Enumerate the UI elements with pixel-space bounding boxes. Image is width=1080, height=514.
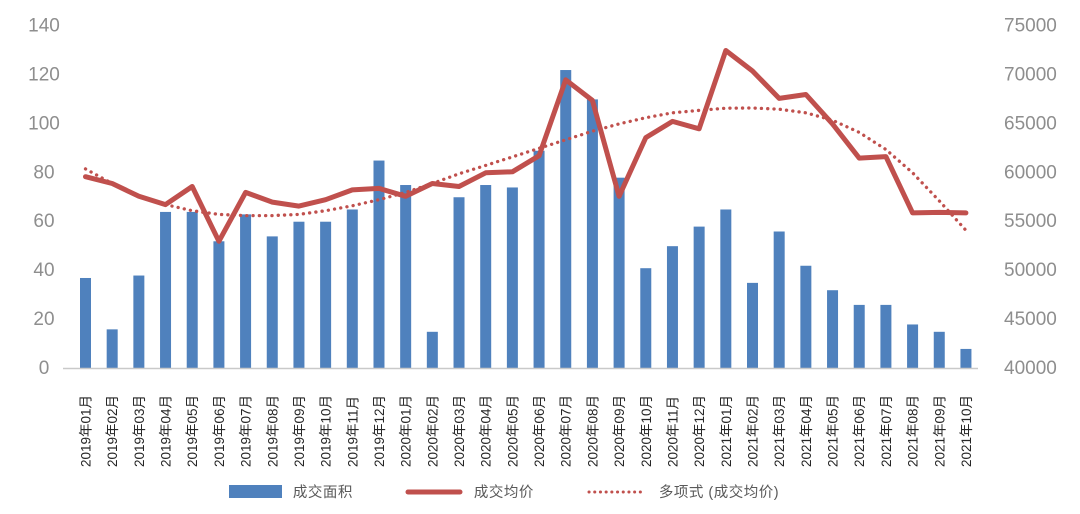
area-bar (346, 209, 358, 369)
x-axis-label: 2020年03月 (452, 395, 467, 467)
y-axis-left-tick-label: 140 (28, 16, 60, 37)
area-bar (747, 282, 758, 369)
x-axis-label: 2021年01月 (719, 395, 734, 467)
x-axis-label: 2019年11月 (345, 396, 360, 467)
chart-area: 0 20 40 60 80 100 120 140 40000 45000 50000 55000 60… (28, 16, 1057, 468)
combo-chart: 0 20 40 60 80 100 120 140 40000 45000 50000 55000 60… (28, 16, 1057, 468)
y-axis-right-tick-label: 55000 (1004, 211, 1057, 232)
x-axis-label: 2020年12月 (692, 395, 707, 467)
x-axis-label: 2019年01月 (79, 395, 94, 467)
x-axis-label: 2021年06月 (852, 395, 867, 467)
area-bar (586, 99, 598, 369)
x-axis-label: 2020年01月 (399, 395, 414, 467)
y-axis-left-tick-label: 60 (33, 211, 54, 232)
x-axis-label: 2019年10月 (319, 395, 334, 467)
area-bar (560, 70, 572, 369)
x-axis-label: 2021年03月 (772, 395, 787, 467)
x-axis-label: 2020年09月 (612, 395, 627, 467)
area-bar (907, 324, 919, 369)
area-bar (960, 348, 972, 369)
area-bar (693, 226, 705, 369)
legend-label-price: 成交均价 (473, 485, 534, 501)
x-axis-label: 2021年08月 (906, 395, 921, 467)
y-axis-right-tick-label: 45000 (1004, 309, 1057, 330)
legend-line-swatch-icon (405, 489, 463, 494)
x-axis-label: 2019年09月 (292, 395, 307, 467)
x-axis-label: 2019年06月 (212, 395, 227, 467)
area-bar (106, 329, 118, 369)
x-axis-label: 2020年02月 (425, 395, 440, 467)
area-bar (266, 236, 278, 369)
x-axis-label: 2020年04月 (479, 395, 494, 467)
area-bar (213, 241, 225, 369)
legend-bar-swatch-icon (228, 485, 282, 498)
x-axis-label: 2021年10月 (959, 395, 974, 467)
chart-legend: 成交面积 成交均价 多项式 (成交均价) (0, 481, 1080, 502)
area-bar (533, 150, 545, 369)
area-bar (933, 331, 945, 369)
x-axis-label: 2019年05月 (185, 395, 200, 467)
price-line (83, 48, 969, 244)
x-axis-label: 2019年02月 (105, 395, 120, 467)
area-bar (853, 304, 865, 369)
area-bar (133, 275, 145, 369)
legend-item-area: 成交面积 (228, 481, 353, 502)
y-axis-right-tick-label: 75000 (1004, 16, 1057, 37)
area-bar (186, 211, 198, 369)
y-axis-right-tick-label: 50000 (1004, 260, 1057, 281)
x-axis-label: 2020年06月 (532, 395, 547, 467)
x-axis-label: 2019年12月 (372, 395, 387, 467)
area-bar (640, 268, 652, 369)
x-axis-label: 2021年04月 (799, 395, 814, 467)
x-axis-label: 2020年10月 (639, 395, 654, 467)
x-axis-label: 2021年09月 (932, 395, 947, 467)
x-axis-label: 2019年03月 (132, 395, 147, 467)
y-axis-right-tick-label: 65000 (1004, 113, 1057, 134)
y-axis-left-tick-label: 0 (39, 358, 50, 379)
y-axis-left-tick-label: 20 (33, 309, 54, 330)
y-axis-right-tick-label: 70000 (1004, 64, 1057, 85)
legend-item-trendline: 多项式 (成交均价) (586, 481, 779, 502)
x-axis-label: 2020年08月 (585, 395, 600, 467)
area-bar (800, 265, 812, 369)
y-axis-right-tick-label: 40000 (1004, 358, 1057, 379)
area-bar (720, 209, 732, 369)
y-axis-left-tick-label: 40 (33, 260, 54, 281)
x-axis-label: 2019年07月 (239, 395, 254, 467)
area-bar (293, 221, 305, 369)
legend-label-trendline: 多项式 (成交均价) (658, 485, 780, 501)
y-axis-right-tick-label: 60000 (1004, 162, 1057, 183)
y-axis-left-tick-label: 80 (33, 162, 54, 183)
area-bar (506, 187, 518, 369)
area-bar (400, 185, 412, 369)
x-axis-label: 2021年05月 (826, 395, 841, 467)
area-bar (373, 160, 385, 369)
x-axis-label: 2019年08月 (265, 395, 280, 467)
x-axis-label: 2020年05月 (505, 395, 520, 467)
x-axis-label: 2021年07月 (879, 395, 894, 467)
x-axis-label: 2020年07月 (559, 395, 574, 467)
area-bar (613, 177, 625, 369)
area-bar (880, 304, 892, 369)
area-bar (666, 246, 678, 369)
area-bar (426, 331, 438, 369)
legend-dotted-swatch-icon (587, 490, 647, 493)
area-bar (480, 185, 492, 369)
area-bar (320, 221, 332, 369)
x-axis-label: 2020年11月 (665, 396, 680, 467)
area-bar (773, 231, 785, 369)
area-bar (160, 211, 172, 369)
area-bar (80, 277, 91, 369)
legend-label-area: 成交面积 (292, 485, 353, 501)
legend-item-price: 成交均价 (405, 481, 534, 502)
y-axis-left-tick-label: 120 (28, 64, 60, 85)
y-axis-left-tick-label: 100 (28, 113, 60, 134)
area-bar (827, 290, 839, 369)
x-axis-label: 2019年04月 (159, 395, 174, 467)
area-bar (240, 214, 252, 369)
x-axis-label: 2021年02月 (746, 395, 761, 467)
area-bar (453, 197, 465, 369)
